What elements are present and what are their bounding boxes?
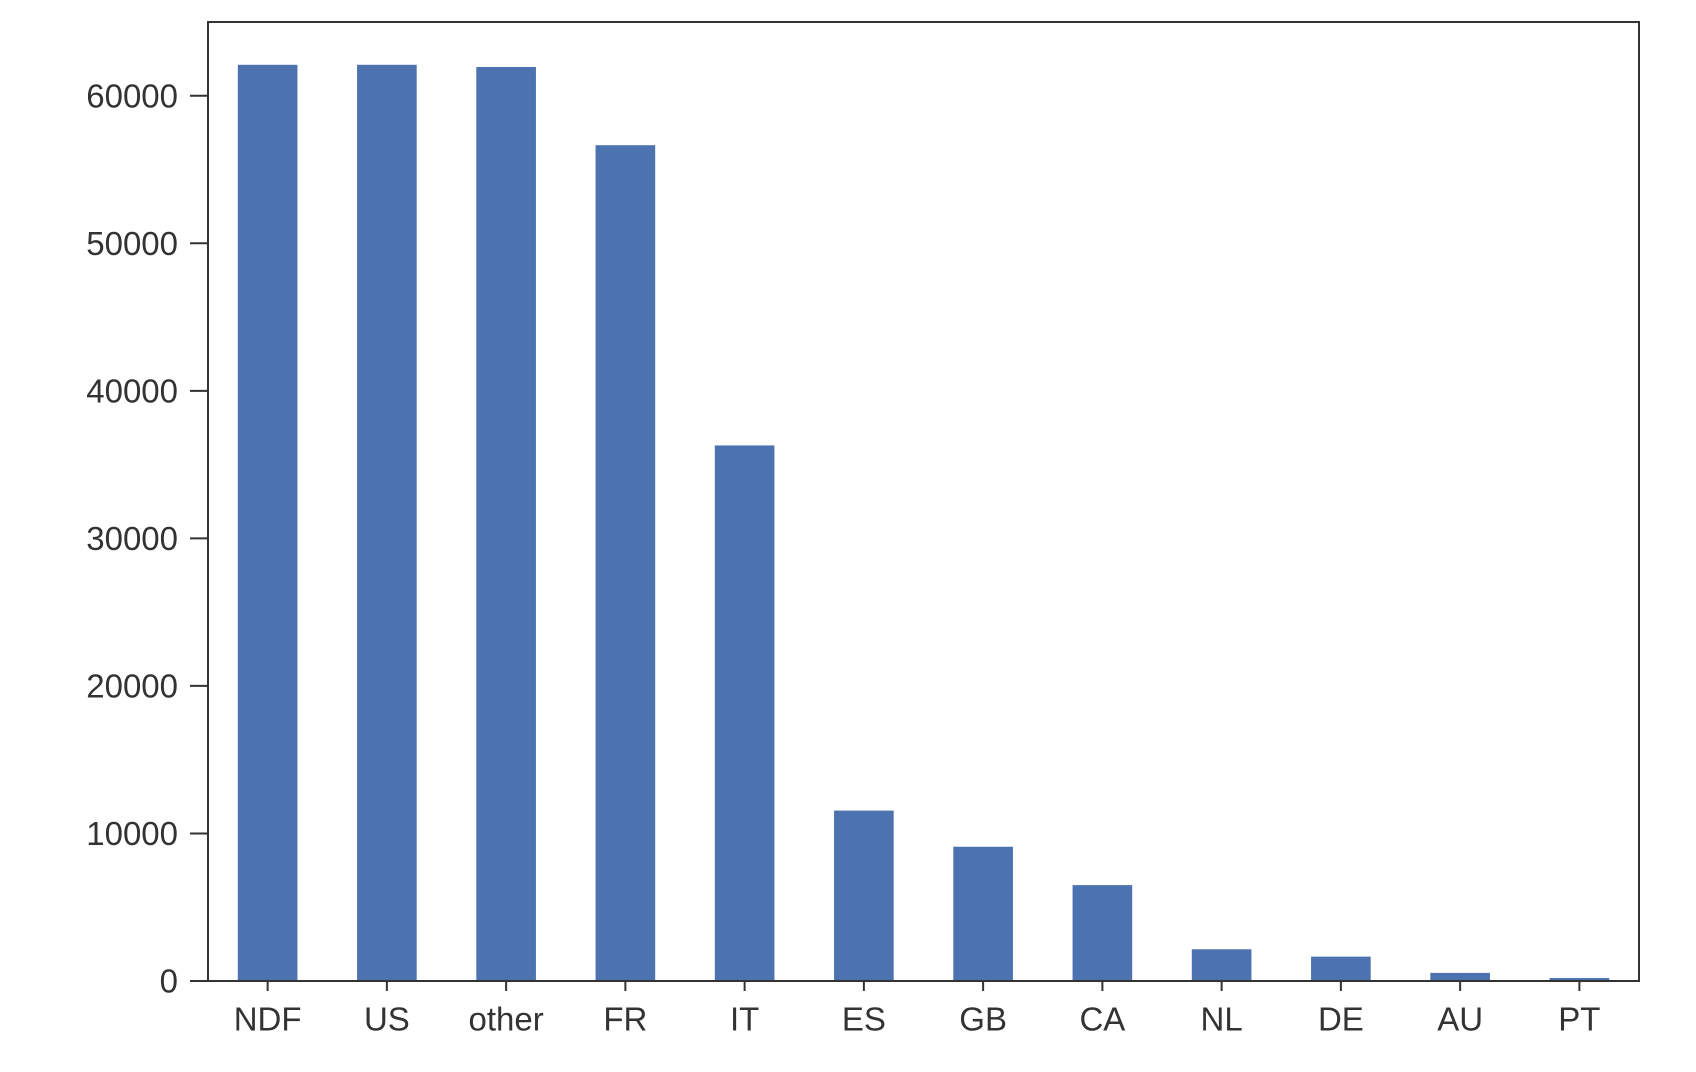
y-tick-label: 30000 <box>86 520 178 557</box>
bar-es <box>834 810 894 981</box>
x-tick-label: DE <box>1318 1001 1364 1038</box>
y-tick-label: 50000 <box>86 225 178 262</box>
bar-fr <box>595 145 656 981</box>
x-tick-label: IT <box>730 1001 759 1038</box>
bar-other <box>476 67 536 981</box>
bar-ca <box>1072 885 1133 981</box>
bar-au <box>1430 972 1490 981</box>
bar-us <box>357 64 417 982</box>
x-axis: NDF US other FR IT ES GB CA NL DE AU PT <box>234 981 1600 1038</box>
y-tick-label: 60000 <box>86 77 178 114</box>
bar-ndf <box>237 64 298 982</box>
bar-de <box>1311 956 1371 981</box>
x-tick-label: GB <box>959 1001 1007 1038</box>
bar-gb <box>953 846 1013 981</box>
y-tick-label: 10000 <box>86 815 178 852</box>
x-tick-label: AU <box>1437 1001 1483 1038</box>
bar-it <box>714 445 775 981</box>
x-tick-label: US <box>364 1001 410 1038</box>
x-tick-label: FR <box>603 1001 647 1038</box>
x-tick-label: PT <box>1558 1001 1600 1038</box>
y-tick-label: 40000 <box>86 372 178 409</box>
y-axis: 0 10000 20000 30000 40000 50000 60000 <box>86 77 208 1000</box>
bar-nl <box>1191 949 1252 981</box>
bar-pt <box>1549 978 1610 981</box>
x-tick-label: ES <box>842 1001 886 1038</box>
x-tick-label: other <box>469 1001 544 1038</box>
bars-group <box>237 64 1610 982</box>
x-tick-label: NL <box>1201 1001 1243 1038</box>
x-tick-label: NDF <box>234 1001 302 1038</box>
y-tick-label: 20000 <box>86 667 178 704</box>
plot-frame <box>207 21 1640 982</box>
x-tick-label: CA <box>1079 1001 1125 1038</box>
y-tick-label: 0 <box>160 963 178 1000</box>
